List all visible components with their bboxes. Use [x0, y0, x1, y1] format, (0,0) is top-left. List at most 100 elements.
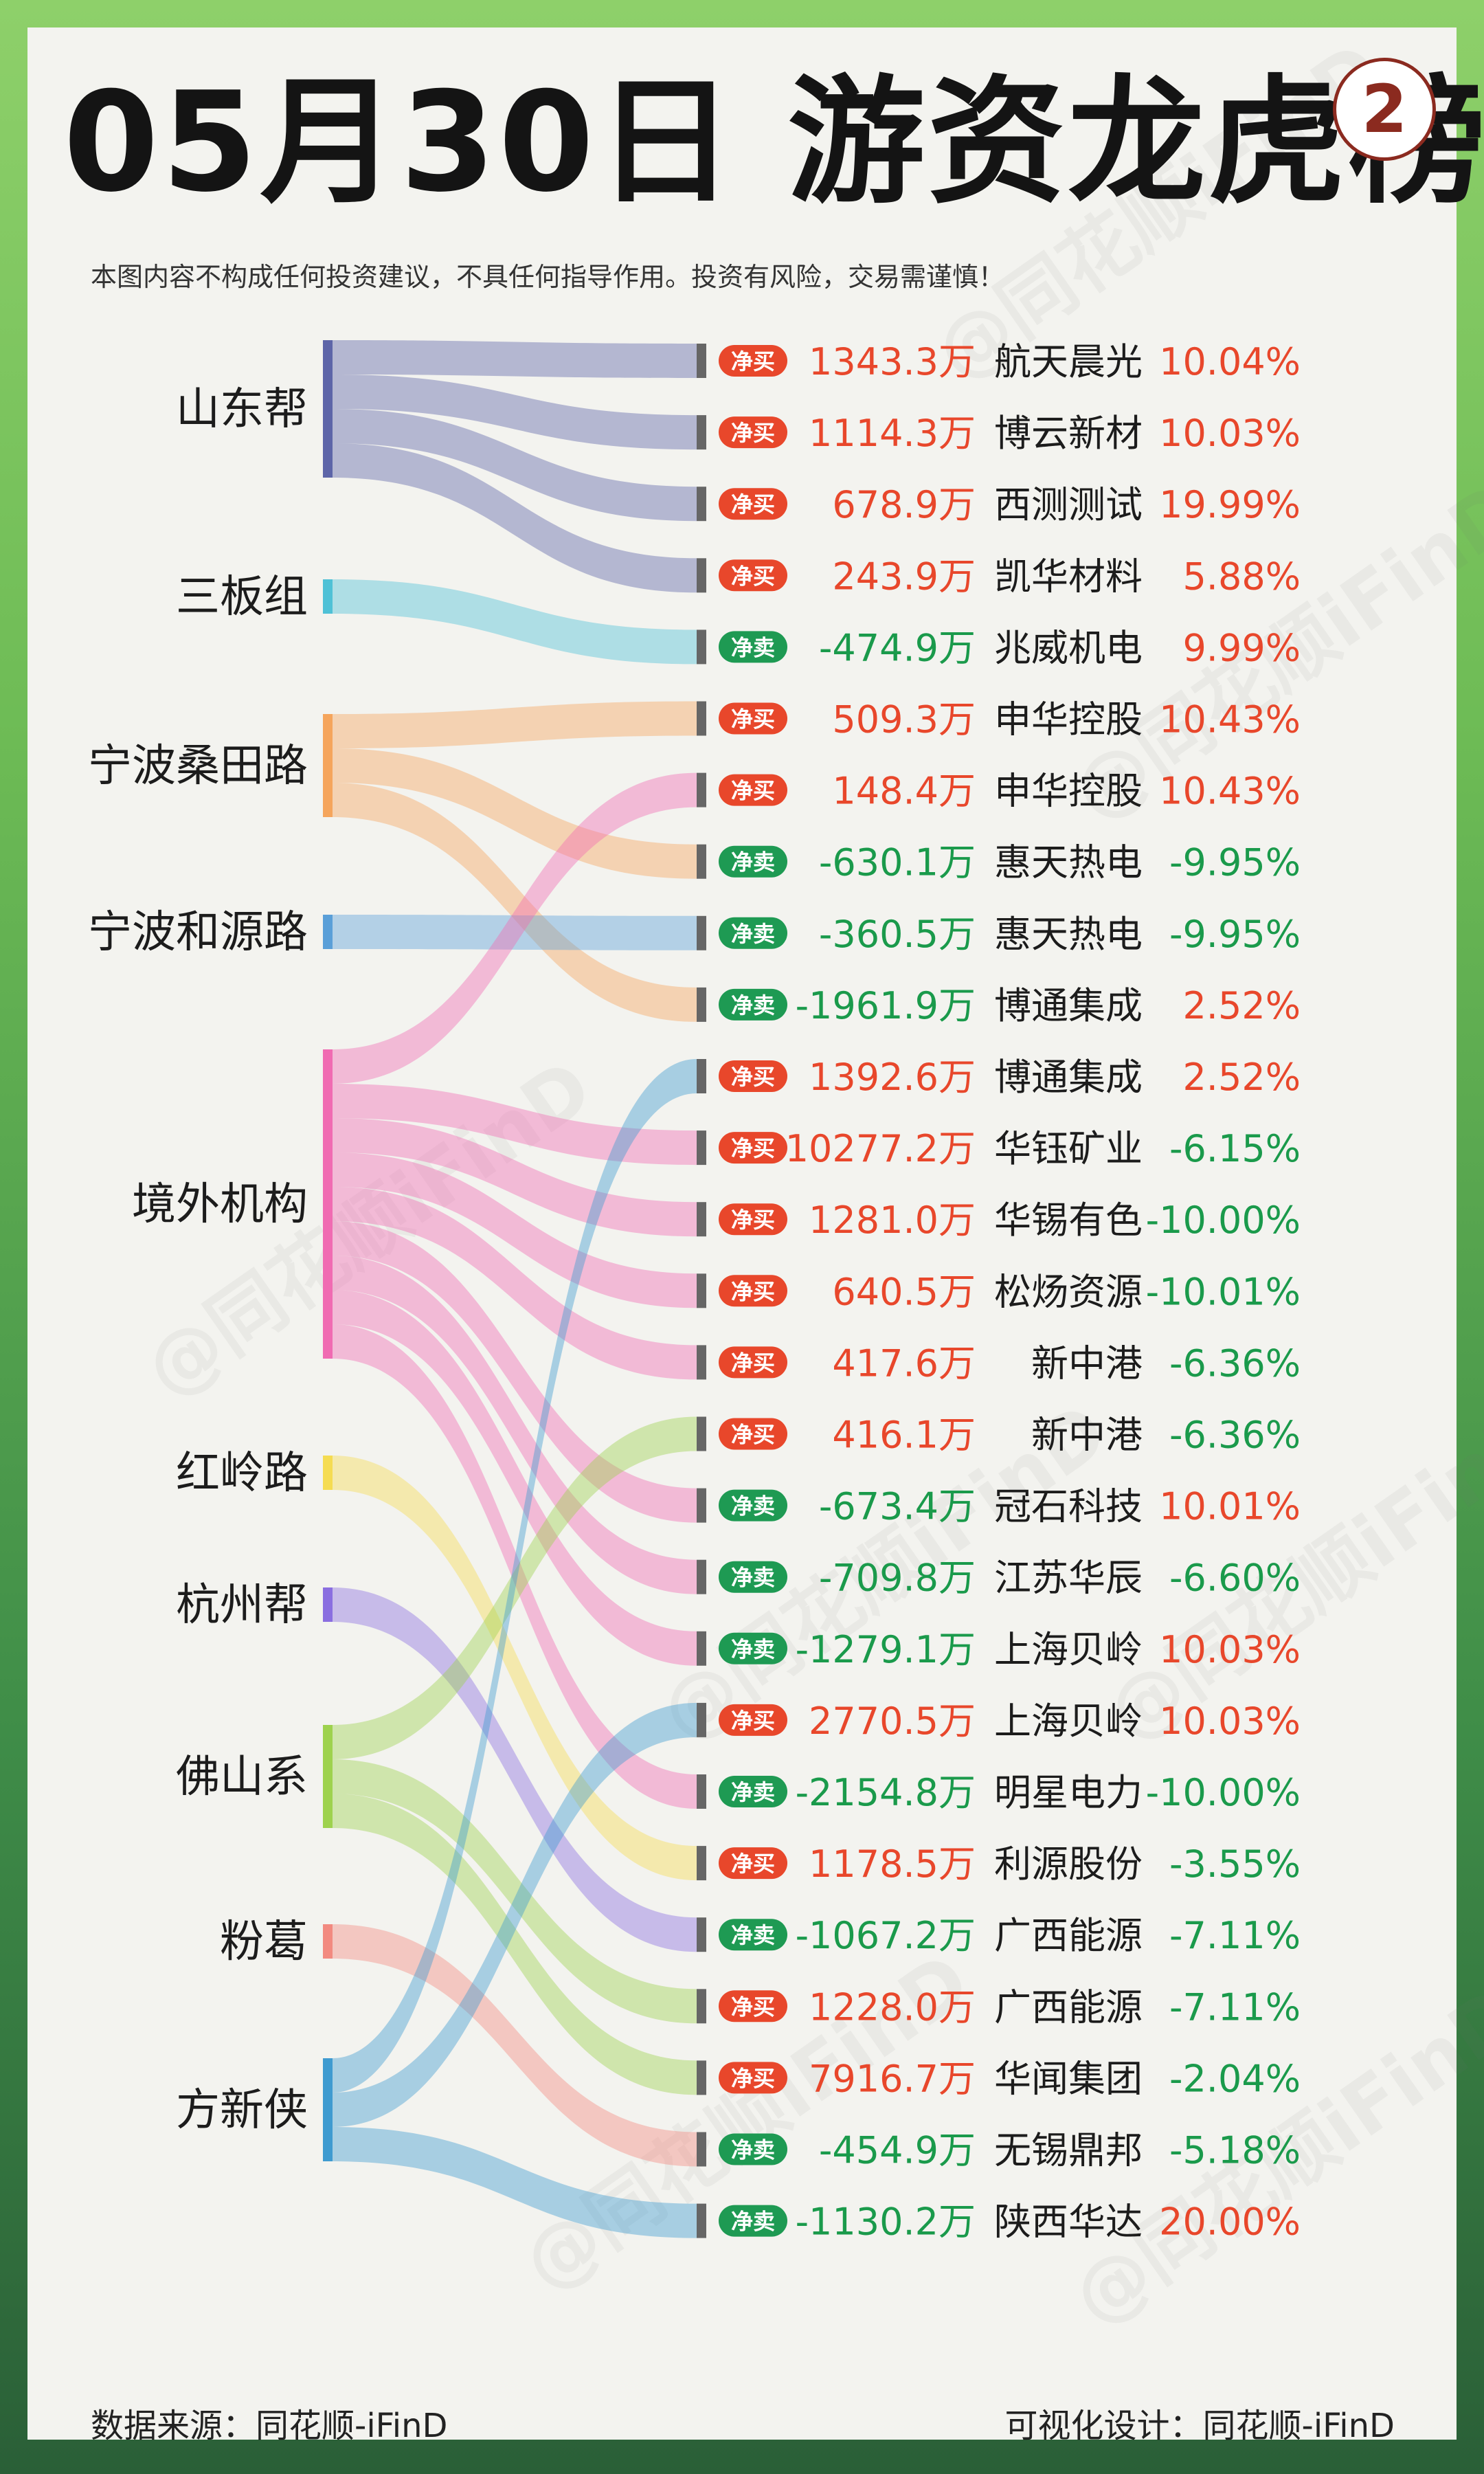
action-badge	[719, 1561, 787, 1593]
amount-label: 1343.3万	[809, 340, 976, 383]
stock-name-label: 新中港	[1031, 1341, 1143, 1385]
amount-label: -1279.1万	[796, 1628, 976, 1671]
stock-node	[697, 1202, 706, 1237]
flow-band	[333, 1702, 697, 2127]
action-badge-label: 净卖	[731, 849, 775, 876]
change-label: 10.03%	[1159, 1628, 1301, 1671]
group-label: 境外机构	[132, 1179, 308, 1230]
stock-node	[697, 2132, 706, 2167]
action-badge	[719, 845, 787, 878]
action-badge	[719, 345, 787, 377]
action-badge	[719, 1132, 787, 1164]
amount-label: 243.9万	[832, 555, 976, 598]
action-badge-label: 净卖	[731, 2137, 775, 2163]
group-label: 粉葛	[220, 1917, 308, 1968]
action-badge-label: 净卖	[731, 992, 775, 1018]
flow-band	[333, 1416, 697, 1759]
amount-label: 1228.0万	[809, 1985, 976, 2029]
action-badge-label: 净买	[731, 778, 775, 804]
amount-label: -630.1万	[819, 841, 976, 884]
stock-name-label: 华钰矿业	[994, 1127, 1143, 1170]
stock-name-label: 广西能源	[994, 1914, 1143, 1957]
stock-name-label: 博通集成	[994, 984, 1143, 1027]
amount-label: -709.8万	[819, 1557, 976, 1600]
stock-name-label: 惠天热电	[994, 913, 1143, 956]
stock-node	[697, 1416, 706, 1451]
amount-label: -673.4万	[819, 1485, 976, 1528]
change-label: -10.01%	[1146, 1270, 1301, 1313]
flow-band	[333, 579, 697, 665]
action-badge	[719, 1990, 787, 2022]
amount-label: 1178.5万	[809, 1842, 976, 1886]
change-label: -6.36%	[1169, 1341, 1301, 1385]
action-badge	[719, 1632, 787, 1664]
amount-label: 416.1万	[832, 1414, 976, 1457]
action-badge-label: 净买	[731, 1278, 775, 1304]
action-badge-label: 净卖	[731, 1565, 775, 1591]
group-node	[323, 1725, 333, 1828]
amount-label: 678.9万	[832, 483, 976, 526]
flow-band	[333, 375, 697, 450]
change-label: -6.15%	[1169, 1127, 1301, 1170]
amount-label: 1114.3万	[809, 412, 976, 455]
group-node	[323, 714, 333, 817]
flow-band	[333, 1256, 697, 1594]
amount-label: 2770.5万	[809, 1700, 976, 1743]
action-badge	[719, 488, 787, 520]
stock-node	[697, 1345, 706, 1380]
stock-name-label: 上海贝岭	[994, 1700, 1143, 1743]
flow-band	[333, 2127, 697, 2238]
stock-node	[697, 1774, 706, 1809]
stock-node	[697, 1559, 706, 1594]
flow-band	[333, 1118, 697, 1237]
action-badge-label: 净卖	[731, 1922, 775, 1948]
group-node	[323, 340, 333, 478]
change-label: 10.03%	[1159, 412, 1301, 455]
stock-name-label: 广西能源	[994, 1985, 1143, 2029]
action-badge	[719, 631, 787, 663]
change-label: 10.43%	[1159, 698, 1301, 742]
action-badge-label: 净买	[731, 563, 775, 589]
action-badge-label: 净买	[731, 1422, 775, 1448]
stock-node	[697, 1917, 706, 1952]
action-badge	[719, 416, 787, 449]
change-label: 10.03%	[1159, 1700, 1301, 1743]
disclaimer-text: 本图内容不构成任何投资建议，不具任何指导作用。投资有风险，交易需谨慎！	[91, 262, 1005, 292]
change-label: -3.55%	[1169, 1842, 1301, 1886]
stock-name-label: 博云新材	[994, 412, 1143, 455]
action-badge	[719, 1776, 787, 1807]
stock-name-label: 上海贝岭	[994, 1628, 1143, 1671]
change-label: -7.11%	[1169, 1914, 1301, 1957]
action-badge-label: 净卖	[731, 1636, 775, 1662]
action-badge-label: 净买	[731, 1135, 775, 1161]
amount-label: 509.3万	[832, 698, 976, 742]
flow-band	[333, 1794, 697, 2095]
amount-label: -474.9万	[819, 626, 976, 669]
action-badge	[719, 1203, 787, 1236]
stock-name-label: 惠天热电	[994, 841, 1143, 884]
flow-band	[333, 1152, 697, 1308]
action-badge-label: 净卖	[731, 634, 775, 660]
amount-label: 640.5万	[832, 1270, 976, 1313]
change-label: 20.00%	[1159, 2200, 1301, 2244]
change-label: 19.99%	[1159, 483, 1301, 526]
change-label: -9.95%	[1169, 913, 1301, 956]
action-badge-label: 净卖	[731, 1779, 775, 1805]
change-label: 9.99%	[1182, 626, 1301, 669]
change-label: -10.00%	[1146, 1199, 1301, 1242]
action-badge	[719, 2133, 787, 2165]
change-label: 10.04%	[1159, 340, 1301, 383]
page-number-badge: 2	[1333, 58, 1436, 161]
action-badge-label: 净买	[731, 1350, 775, 1376]
change-label: -5.18%	[1169, 2129, 1301, 2172]
stock-name-label: 华闻集团	[994, 2057, 1143, 2100]
amount-label: 10277.2万	[785, 1127, 976, 1170]
stock-node	[697, 1130, 706, 1166]
stock-node	[697, 1989, 706, 2024]
stock-node	[697, 1702, 706, 1737]
stock-name-label: 新中港	[1031, 1414, 1143, 1457]
action-badge-label: 净卖	[731, 2209, 775, 2235]
stock-node	[697, 1631, 706, 1666]
amount-label: 417.6万	[832, 1341, 976, 1385]
amount-label: -454.9万	[819, 2129, 976, 2172]
